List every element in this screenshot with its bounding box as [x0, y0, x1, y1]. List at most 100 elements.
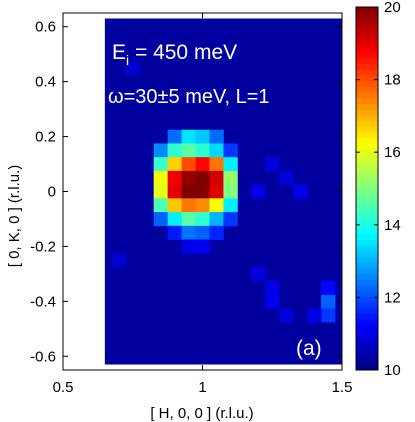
colorbar-strip	[356, 18, 378, 25]
heatmap-cell	[209, 170, 224, 186]
colorbar-strip	[356, 324, 378, 331]
heatmap-cell	[167, 184, 182, 199]
heatmap-cell	[167, 212, 182, 227]
colorbar-strip	[356, 154, 378, 161]
heatmap-cell	[279, 308, 294, 323]
energy-annotation: Ei = 450 meV	[112, 41, 237, 68]
colorbar-tick-label: 14	[384, 217, 401, 234]
heatmap-cell	[321, 294, 336, 309]
x-tick-label: 1.5	[332, 379, 353, 396]
colorbar-strip	[356, 290, 378, 297]
heatmap-cell	[195, 239, 210, 254]
heatmap-cell	[181, 184, 196, 199]
heatmap-cell	[181, 198, 196, 213]
x-axis-ticks: 0.5 1 1.5	[53, 13, 353, 396]
heatmap-cell	[167, 143, 182, 158]
colorbar-strip	[356, 245, 378, 252]
heatmap-cell	[195, 184, 210, 199]
heatmap-cell	[265, 157, 280, 172]
colorbar-strip	[356, 262, 378, 269]
colorbar	[356, 7, 378, 371]
colorbar-strip	[356, 126, 378, 133]
colorbar-strip	[356, 46, 378, 53]
colorbar-strip	[356, 307, 378, 314]
heatmap-cell	[223, 157, 238, 172]
y-axis-ticks: 0.6 0.4 0.2 0 -0.2 -0.4 -0.6	[30, 19, 342, 365]
heatmap-cell	[111, 253, 127, 268]
colorbar-strip	[356, 92, 378, 99]
heatmap-cell	[167, 198, 182, 213]
heatmap-cell	[195, 143, 210, 158]
y-tick-label: 0.2	[35, 129, 56, 146]
colorbar-strip	[356, 341, 378, 348]
colorbar-tick-label: 12	[384, 289, 401, 306]
heatmap-cell	[195, 170, 210, 186]
colorbar-strip	[356, 216, 378, 224]
heatmap-cell	[181, 143, 196, 158]
heatmap-cell	[223, 212, 238, 227]
colorbar-tick-label: 16	[384, 144, 401, 161]
colorbar-tick-label: 10	[384, 362, 401, 379]
x-tick-label: 0.5	[53, 379, 74, 396]
heatmap-cell	[195, 212, 210, 227]
colorbar-strip	[356, 165, 378, 172]
colorbar-strip	[356, 313, 378, 320]
colorbar-strip	[356, 182, 378, 189]
heatmap-cell	[209, 184, 224, 199]
colorbar-strip	[356, 296, 378, 303]
colorbar-strip	[356, 177, 378, 184]
heatmap-cell	[209, 157, 224, 172]
colorbar-strip	[356, 335, 378, 343]
heatmap-cell	[167, 129, 182, 144]
heatmap-cell	[195, 198, 210, 213]
colorbar-strip	[356, 228, 378, 235]
panel-label: (a)	[296, 337, 322, 360]
heatmap-cell	[209, 143, 224, 158]
y-tick-label: -0.4	[30, 293, 56, 310]
colorbar-frame	[355, 6, 379, 371]
heatmap-cell	[195, 129, 210, 144]
colorbar-strip	[356, 160, 378, 167]
conditions-annotation: ω=30±5 meV, L=1	[108, 86, 270, 108]
heatmap-cell	[209, 129, 224, 144]
y-tick-label: 0.6	[35, 19, 56, 36]
heatmap-cell	[195, 225, 210, 240]
colorbar-strip	[356, 29, 378, 36]
colorbar-strip	[356, 267, 378, 275]
heatmap-cell	[181, 170, 196, 186]
colorbar-strip	[356, 7, 378, 14]
colorbar-strip	[356, 188, 378, 195]
colorbar-tick-label: 18	[384, 72, 401, 89]
colorbar-strip	[356, 222, 378, 229]
heatmap-cell	[153, 198, 169, 213]
colorbar-strip	[356, 58, 378, 65]
colorbar-strip	[356, 103, 378, 110]
heatmap-cell	[195, 157, 210, 172]
colorbar-strip	[356, 256, 378, 263]
heatmap-cell	[321, 280, 336, 295]
colorbar-strip	[356, 318, 378, 326]
colorbar-strip	[356, 120, 378, 127]
x-tick-label: 1	[198, 379, 206, 396]
colorbar-strip	[356, 69, 378, 76]
heatmap-area	[104, 18, 342, 365]
heatmap-cell	[307, 308, 322, 323]
heatmap-cell	[167, 157, 182, 172]
colorbar-strip	[356, 109, 378, 116]
colorbar-strip	[356, 24, 378, 31]
heatmap-cell	[265, 294, 280, 309]
heatmap-cell	[167, 225, 182, 240]
heatmap-cell	[223, 143, 238, 158]
colorbar-strip	[356, 330, 378, 337]
y-tick-label: -0.6	[30, 348, 56, 365]
colorbar-strip	[356, 301, 378, 309]
colorbar-strip	[356, 347, 378, 354]
colorbar-strip	[356, 284, 378, 292]
colorbar-strip	[356, 358, 378, 365]
heatmap-cell	[209, 212, 224, 227]
colorbar-strip	[356, 63, 378, 70]
heatmap-cell	[153, 184, 169, 199]
heatmap-cell	[223, 184, 238, 199]
colorbar-tick-label: 20	[384, 0, 401, 16]
